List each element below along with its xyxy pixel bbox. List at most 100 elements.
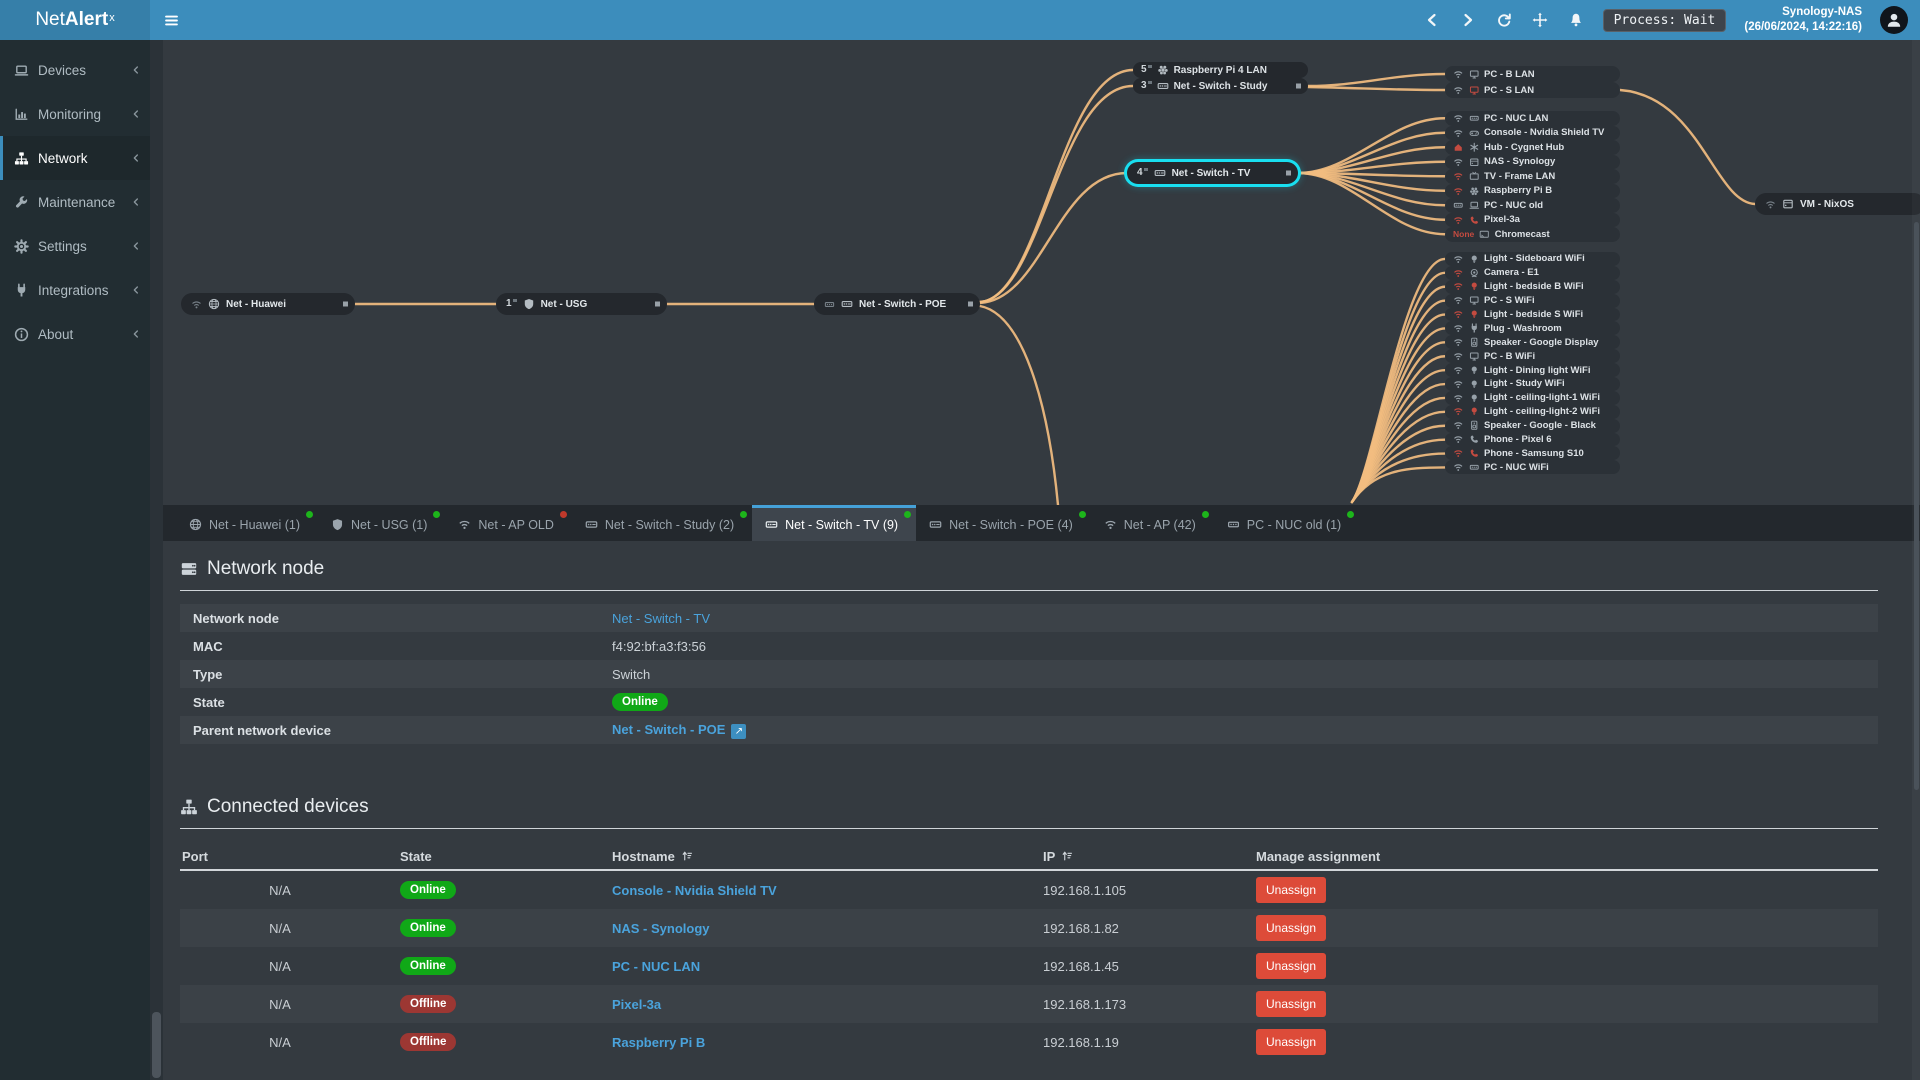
unassign-button[interactable]: Unassign bbox=[1256, 877, 1327, 903]
cluster-device-row[interactable]: PC - B LAN bbox=[1445, 66, 1620, 82]
sort-icon[interactable] bbox=[681, 850, 693, 862]
sidebar-item-settings[interactable]: Settings bbox=[0, 224, 150, 268]
status-dot bbox=[559, 511, 567, 518]
network-node-huawei[interactable]: Net - Huawei bbox=[181, 293, 355, 315]
table-row: N/A Online Console - Nvidia Shield TV 192.1… bbox=[180, 871, 1878, 909]
cluster-device-row[interactable]: NAS - Synology bbox=[1445, 154, 1620, 169]
cluster-device-row[interactable]: Light - ceiling-light-2 WiFi bbox=[1445, 404, 1620, 419]
cluster-device-row[interactable]: Light - Dining light WiFi bbox=[1445, 363, 1620, 378]
cluster-device-row[interactable]: PC - NUC LAN bbox=[1445, 111, 1620, 126]
cluster-device-row[interactable]: Camera - E1 bbox=[1445, 265, 1620, 280]
node-handle[interactable] bbox=[1296, 83, 1301, 89]
app-logo[interactable]: Net Alert x bbox=[0, 0, 150, 40]
parent-node-link[interactable]: Net - Switch - POE bbox=[612, 721, 726, 737]
sidebar-item-maintenance[interactable]: Maintenance bbox=[0, 180, 150, 224]
cluster-device-row[interactable]: Phone - Samsung S10 bbox=[1445, 446, 1620, 461]
column-header-ip[interactable]: IP bbox=[1030, 849, 1243, 864]
arrow-left-icon[interactable] bbox=[1423, 11, 1441, 29]
page-scrollbar-thumb[interactable] bbox=[1914, 222, 1919, 790]
tab-pc-nuc-old-1-[interactable]: PC - NUC old (1) bbox=[1214, 505, 1359, 541]
hostname-link[interactable]: Console - Nvidia Shield TV bbox=[612, 882, 777, 898]
sidebar-item-integrations[interactable]: Integrations bbox=[0, 268, 150, 312]
sidebar-item-about[interactable]: About bbox=[0, 312, 150, 356]
cluster-device-row[interactable]: TV - Frame LAN bbox=[1445, 169, 1620, 184]
wifi-icon bbox=[1453, 379, 1464, 390]
cluster-device-row[interactable]: Speaker - Google Display bbox=[1445, 335, 1620, 350]
node-handle[interactable] bbox=[655, 301, 660, 307]
ethernet-icon bbox=[1469, 462, 1480, 473]
node-link[interactable]: Net - Switch - TV bbox=[612, 610, 711, 626]
status-dot bbox=[433, 511, 441, 518]
sidebar-item-network[interactable]: Network bbox=[0, 136, 150, 180]
cluster-device-row[interactable]: None Chromecast bbox=[1445, 227, 1620, 242]
process-status-badge[interactable]: Process: Wait bbox=[1602, 8, 1727, 32]
clock-icon bbox=[513, 298, 517, 302]
node-handle[interactable] bbox=[343, 301, 348, 307]
cluster-device-row[interactable]: Hub - Cygnet Hub bbox=[1445, 140, 1620, 155]
unassign-button[interactable]: Unassign bbox=[1256, 915, 1327, 941]
cluster-device-row[interactable]: 3 Net - Switch - Study bbox=[1133, 78, 1308, 94]
external-link-icon[interactable]: ↗ bbox=[731, 723, 747, 739]
node-handle[interactable] bbox=[968, 301, 973, 307]
column-header-hostname[interactable]: Hostname bbox=[595, 849, 1030, 864]
cluster-device-row[interactable]: Light - Study WiFi bbox=[1445, 377, 1620, 391]
sort-icon[interactable] bbox=[1061, 850, 1073, 862]
unassign-button[interactable]: Unassign bbox=[1256, 991, 1327, 1017]
sidebar-item-devices[interactable]: Devices bbox=[0, 48, 150, 92]
cluster-device-row[interactable]: Light - bedside B WiFi bbox=[1445, 279, 1620, 294]
device-label: PC - B WiFi bbox=[1484, 350, 1536, 362]
tab-net-ap-42-[interactable]: Net - AP (42) bbox=[1091, 505, 1214, 541]
content-scrollbar-thumb[interactable] bbox=[152, 1012, 161, 1078]
raspberry-icon bbox=[1469, 186, 1480, 197]
hostname-link[interactable]: Raspberry Pi B bbox=[612, 1034, 706, 1050]
hostname-link[interactable]: Pixel-3a bbox=[612, 996, 662, 1012]
network-node-vm[interactable]: VM - NixOS bbox=[1755, 193, 1920, 215]
cluster-device-row[interactable]: Speaker - Google - Black bbox=[1445, 418, 1620, 433]
content-scrollbar[interactable] bbox=[150, 40, 163, 1080]
cluster-device-row[interactable]: 5 Raspberry Pi 4 LAN bbox=[1133, 62, 1308, 78]
unassign-button[interactable]: Unassign bbox=[1256, 1029, 1327, 1055]
cluster-device-row[interactable]: Phone - Pixel 6 bbox=[1445, 432, 1620, 447]
hostname-link[interactable]: PC - NUC LAN bbox=[612, 958, 701, 974]
refresh-icon[interactable] bbox=[1495, 11, 1513, 29]
tab-net-huawei-1-[interactable]: Net - Huawei (1) bbox=[176, 505, 318, 541]
network-node-tv[interactable]: 4 Net - Switch - TV bbox=[1127, 162, 1298, 184]
tab-net-ap-old[interactable]: Net - AP OLD bbox=[445, 505, 572, 541]
connected-devices-section-title: Connected devices bbox=[180, 794, 1878, 820]
cluster-device-row[interactable]: Light - ceiling-light-1 WiFi bbox=[1445, 390, 1620, 405]
node-handle[interactable] bbox=[1286, 170, 1291, 176]
arrow-right-icon[interactable] bbox=[1459, 11, 1477, 29]
hostname-link[interactable]: NAS - Synology bbox=[612, 920, 710, 936]
sidebar-item-monitoring[interactable]: Monitoring bbox=[0, 92, 150, 136]
tab-net-switch-tv-9-[interactable]: Net - Switch - TV (9) bbox=[752, 505, 917, 541]
topbar-actions: Process: Wait Synology-NAS (26/06/2024, … bbox=[1423, 0, 1908, 40]
cluster-device-row[interactable]: PC - B WiFi bbox=[1445, 349, 1620, 364]
cluster-device-row[interactable]: Raspberry Pi B bbox=[1445, 183, 1620, 198]
user-avatar[interactable] bbox=[1880, 6, 1908, 34]
cluster-device-row[interactable]: PC - NUC old bbox=[1445, 198, 1620, 213]
cluster-device-row[interactable]: PC - NUC WiFi bbox=[1445, 460, 1620, 475]
move-icon[interactable] bbox=[1531, 11, 1549, 29]
cluster-device-row[interactable]: PC - S LAN bbox=[1445, 82, 1620, 98]
cluster-device-row[interactable]: Light - Sideboard WiFi bbox=[1445, 252, 1620, 266]
cluster-device-row[interactable]: PC - S WiFi bbox=[1445, 293, 1620, 308]
child-count: 4 bbox=[1137, 167, 1148, 178]
unassign-button[interactable]: Unassign bbox=[1256, 953, 1327, 979]
cluster-device-row[interactable]: Console - Nvidia Shield TV bbox=[1445, 125, 1620, 140]
user-icon bbox=[1885, 11, 1903, 29]
page-scrollbar[interactable] bbox=[1912, 40, 1920, 1080]
main-content: Net - Huawei 1 Net - USG Net - Switch - POE… bbox=[163, 40, 1920, 1080]
cluster-device-row[interactable]: Plug - Washroom bbox=[1445, 321, 1620, 336]
network-node-usg[interactable]: 1 Net - USG bbox=[496, 293, 667, 315]
tab-net-switch-poe-4-[interactable]: Net - Switch - POE (4) bbox=[916, 505, 1091, 541]
cluster-device-row[interactable]: Pixel-3a bbox=[1445, 212, 1620, 227]
monitor-icon bbox=[1469, 295, 1480, 306]
section-title-text: Connected devices bbox=[207, 796, 369, 817]
bell-icon[interactable] bbox=[1567, 11, 1585, 29]
tab-net-switch-study-2-[interactable]: Net - Switch - Study (2) bbox=[572, 505, 752, 541]
sidebar-toggle-button[interactable] bbox=[150, 0, 192, 40]
cluster-device-row[interactable]: Light - bedside S WiFi bbox=[1445, 307, 1620, 322]
network-node-poe[interactable]: Net - Switch - POE bbox=[814, 293, 980, 315]
sidebar-item-label: Network bbox=[38, 150, 88, 166]
tab-net-usg-1-[interactable]: Net - USG (1) bbox=[318, 505, 445, 541]
